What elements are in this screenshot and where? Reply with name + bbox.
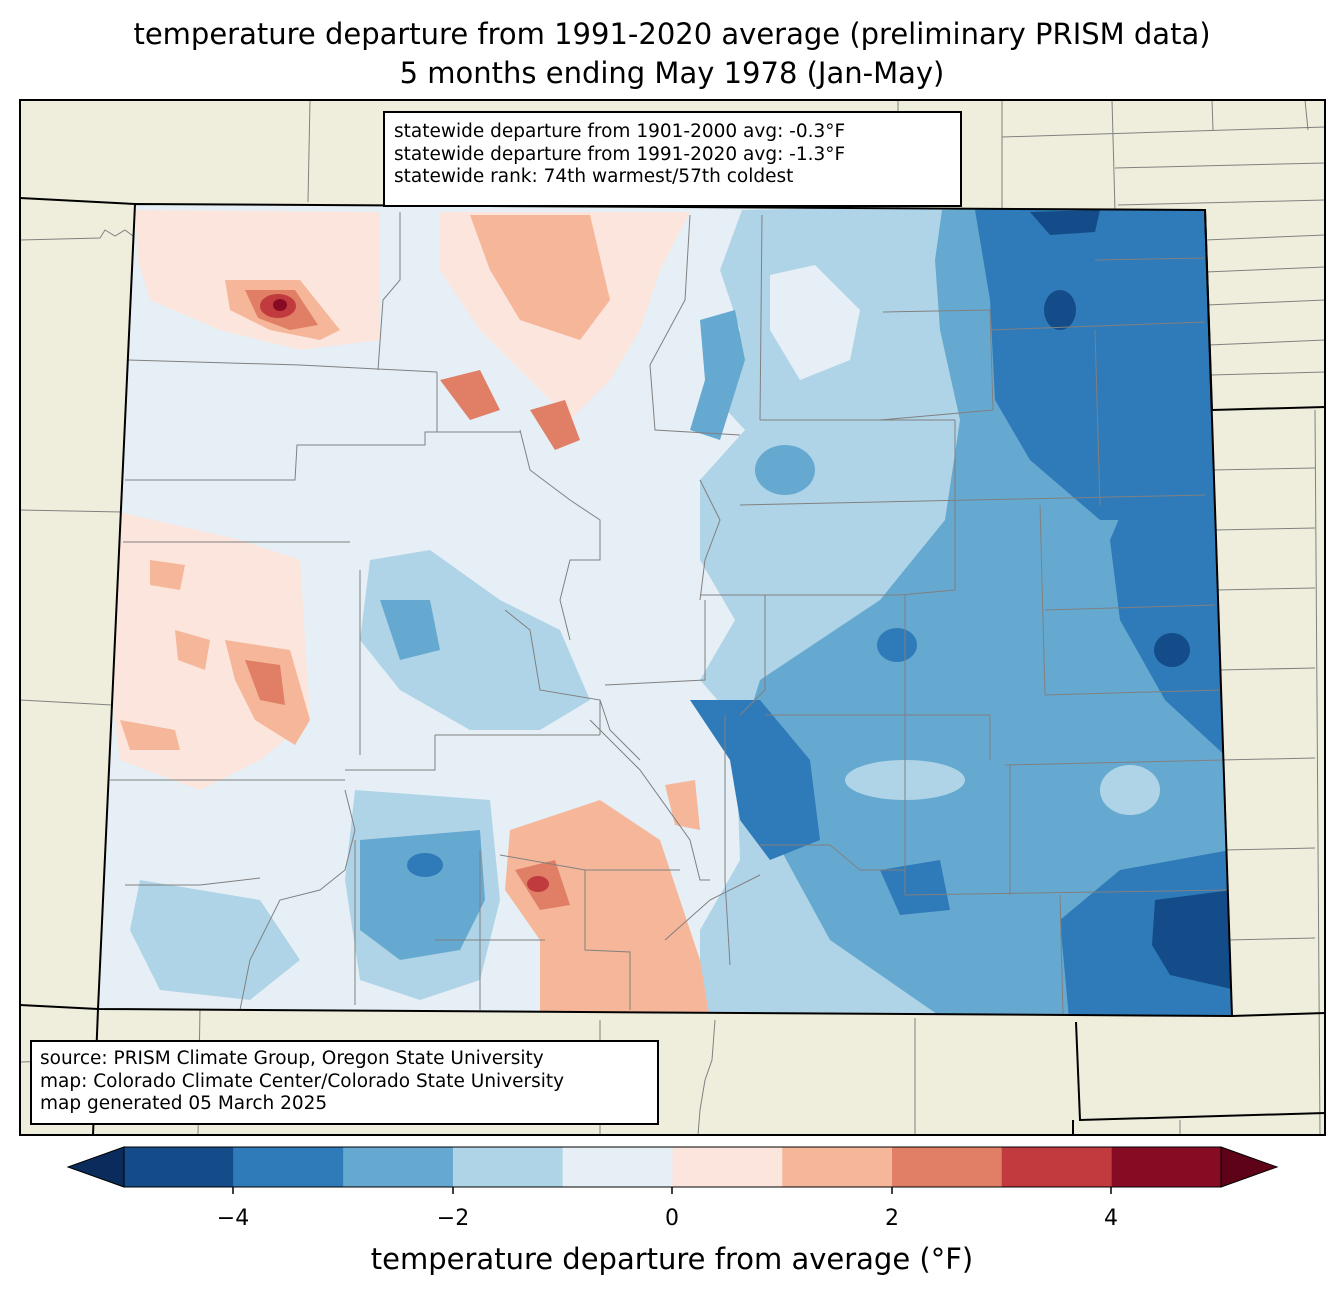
co-ne-border-ext [1204,209,1213,411]
stat-departure-1901-2000: statewide departure from 1901-2000 avg: … [394,121,846,142]
warm-spot-north-central [440,370,500,420]
band-minus2-front-range [690,310,745,440]
map-border [19,99,1326,1136]
colorbar-segment [672,1147,783,1187]
generated-date-line: map generated 05 March 2025 [40,1093,328,1114]
colorbar-segment [233,1147,344,1187]
colorbar-tick-label: −2 [436,1206,470,1231]
ok-panhandle-border [1075,1021,1326,1122]
cold-spot-n-border [1030,210,1100,235]
cool-spot-denver [755,445,815,495]
colorbar-tick-marks [232,1187,1112,1194]
neutral-spot-ne [770,265,860,380]
band-plus1-north [470,215,610,340]
stat-rank: statewide rank: 74th warmest/57th coldes… [394,166,794,187]
band-minus3-pueblo [690,700,820,860]
departure-field [98,204,1232,1016]
ut-wy-border [19,197,136,205]
source-line: source: PRISM Climate Group, Oregon Stat… [40,1048,544,1069]
cool-spot-se-light [1100,765,1160,815]
stat-departure-1991-2020: statewide departure from 1991-2020 avg: … [394,143,846,165]
warm-spot-west-2 [175,630,210,670]
colorbar-segment [891,1147,1002,1187]
map-subtitle: 5 months ending May 1978 (Jan-May) [399,56,945,90]
band-minus4-se [1152,890,1232,990]
band-minus3-se-small [880,860,950,915]
colorbar-over-extend [1220,1146,1279,1188]
warm-spot-summit [530,400,580,450]
az-nm-border [19,1004,99,1010]
ne-ks-border [1211,406,1326,411]
map-title: temperature departure from 1991-2020 ave… [133,17,1211,51]
colorbar-segment [782,1147,892,1187]
colorbar-segment [343,1147,454,1187]
colorbar-under-extend [66,1146,125,1188]
cool-spot-central [380,600,440,660]
cold-spot-ne [1044,290,1076,330]
colorbar-segment [124,1147,234,1187]
warm-spot-grand-junction [150,560,185,590]
colorbar-label: temperature departure from average (°F) [370,1242,974,1276]
band-plus1-south [505,800,710,1016]
cold-spot-e [1154,633,1190,667]
ks-ok-border [1231,1012,1326,1017]
band-minus2-sw [360,830,485,960]
band-minus3-east [1110,460,1230,760]
cool-spot-sw [407,853,443,877]
colorbar-tick-label: 0 [665,1206,679,1231]
source-box: source: PRISM Climate Group, Oregon Stat… [30,1040,659,1125]
colorado-county-lines [110,212,1231,1016]
colorbar-tick-label: −4 [216,1206,250,1231]
colorbar-segment [562,1147,673,1187]
cool-spot-central-east [877,628,917,662]
map-credit-line: map: Colorado Climate Center/Colorado St… [40,1070,565,1092]
neighbor-county-lines [20,100,1325,1135]
colorbar [66,1146,1279,1194]
colorbar-tick-label: 2 [885,1206,899,1231]
warm-spot-nw-peak [273,299,287,311]
band-minus3-ne [975,204,1225,520]
state-boundaries [19,197,1326,1136]
colorbar-segment [1111,1147,1221,1187]
warm-spot-west-3 [120,720,180,750]
colorbar-segment [453,1147,563,1187]
statewide-stats-box: statewide departure from 1901-2000 avg: … [383,111,962,207]
colorbar-segment [1001,1147,1112,1187]
band-minus1-central [360,550,590,730]
band-minus1-four-corners [130,880,300,1000]
warm-spot-south [527,876,549,892]
band-plus2-west [245,660,285,705]
colorbar-tick-label: 4 [1104,1206,1118,1231]
